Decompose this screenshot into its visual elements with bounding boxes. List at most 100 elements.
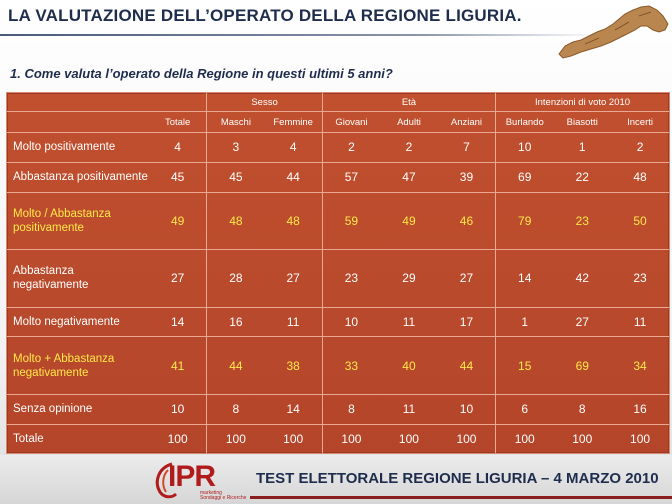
table-cell: 45 [206, 161, 265, 193]
table-row: Abbastanza negativamente 27 28 27 23 29 27 14 42… [7, 249, 669, 308]
table-cell: 16 [611, 393, 669, 425]
table-cell: 11 [264, 306, 323, 337]
table-cell: 1 [495, 306, 554, 337]
table-cell: 16 [206, 306, 265, 337]
table-cell: 2 [321, 132, 381, 163]
table-cell: 33 [321, 336, 381, 395]
table-cell: 34 [611, 336, 669, 395]
row-label: Totale [7, 423, 149, 453]
table-cell: 2 [380, 132, 438, 163]
ipr-logo-subtitle: marketing Sondaggi e Ricerche [200, 491, 246, 501]
footer-bar [0, 455, 672, 504]
group-header-sesso: Sesso [206, 93, 323, 112]
column-header-maschi: Maschi [206, 111, 265, 133]
column-header-femmine: Femmine [273, 116, 313, 128]
group-header-intenzioni: Intenzioni di voto 2010 [495, 93, 669, 112]
table-cell: 100 [380, 423, 438, 453]
header-corner-sub [7, 112, 149, 133]
table-cell: 50 [611, 191, 669, 250]
table-cell: 79 [495, 191, 554, 250]
table-cell: 8 [206, 393, 265, 425]
table-cell: 40 [380, 336, 438, 395]
table-cell: 44 [206, 336, 265, 395]
table-cell: 14 [264, 393, 323, 425]
question-text: 1. Come valuta l’operato della Regione i… [10, 66, 393, 81]
table-cell: 100 [437, 423, 496, 453]
table-cell: 11 [380, 306, 438, 337]
table-cell: 100 [495, 423, 554, 453]
table-cell: 1 [553, 132, 612, 163]
table-cell: 8 [553, 393, 612, 425]
footer-underline [250, 496, 672, 499]
table-cell: 23 [553, 191, 612, 250]
header-spacer-totale [149, 93, 207, 112]
header-corner [7, 93, 149, 112]
table-cell: 49 [149, 191, 207, 250]
column-header-adulti: Adulti [397, 116, 421, 128]
table-row: Molto + Abbastanza negativamente 41 44 38 33… [7, 336, 669, 395]
table-cell: 2 [611, 132, 669, 163]
liguria-map-icon [558, 5, 669, 59]
ipr-logo-swoosh-icon [155, 462, 178, 499]
table-cell: 10 [321, 306, 381, 337]
table-row: Totale 100 100 100 100 100 100 100 100 100 [7, 423, 669, 453]
row-label: Abbastanza positivamente [7, 161, 149, 193]
table-cell: 44 [437, 336, 496, 395]
table-cell: 14 [149, 306, 207, 337]
column-header-totale: Totale [164, 116, 191, 128]
table-cell: 100 [611, 423, 669, 453]
table-cell: 10 [437, 393, 496, 425]
table-row: Abbastanza positivamente 45 45 44 57 47 39 69 22… [7, 161, 669, 193]
row-label: Molto negativamente [7, 306, 149, 337]
column-header-burlando: Burlando [495, 111, 554, 133]
table-cell: 28 [206, 249, 265, 308]
table-cell: 4 [149, 132, 207, 163]
table-cell: 100 [553, 423, 612, 453]
table-cell: 44 [264, 161, 323, 193]
table-row: Molto / Abbastanza positivamente 49 48 48 59… [7, 191, 669, 250]
group-header-eta: Età [321, 93, 496, 112]
page-title: LA VALUTAZIONE DELL’OPERATO DELLA REGION… [8, 6, 522, 25]
row-label: Molto + Abbastanza negativamente [7, 336, 149, 395]
table-row: Molto positivamente 4 3 4 2 2 7 10 1 2 [7, 132, 669, 163]
table-cell: 23 [611, 249, 669, 308]
table-cell: 27 [264, 249, 323, 308]
table-cell: 57 [321, 161, 381, 193]
table-cell: 11 [380, 393, 438, 425]
row-label: Abbastanza negativamente [7, 249, 149, 308]
table-cell: 14 [495, 249, 554, 308]
table-cell: 48 [206, 191, 265, 250]
table-cell: 22 [553, 161, 612, 193]
table-cell: 11 [611, 306, 669, 337]
results-table-panel: Sesso Età Intenzioni di voto 2010 Totale… [6, 92, 670, 454]
table-cell: 47 [380, 161, 438, 193]
table-cell: 10 [149, 393, 207, 425]
column-header-incerti: Incerti [627, 116, 653, 128]
footer-title: TEST ELETTORALE REGIONE LIGURIA – 4 MARZ… [256, 470, 659, 487]
table-cell: 39 [437, 161, 496, 193]
column-header-biasotti: Biasotti [566, 116, 598, 128]
results-table: Sesso Età Intenzioni di voto 2010 Totale… [7, 93, 669, 453]
table-cell: 100 [321, 423, 381, 453]
table-cell: 48 [264, 191, 323, 250]
ipr-logo-sub-line-1: marketing [200, 490, 222, 496]
table-cell: 69 [553, 336, 612, 395]
table-cell: 10 [495, 132, 554, 163]
table-cell: 27 [437, 249, 496, 308]
table-cell: 69 [495, 161, 554, 193]
table-cell: 45 [149, 161, 207, 193]
table-cell: 27 [553, 306, 612, 337]
table-row: Molto negativamente 14 16 11 10 11 17 1 27 11 [7, 306, 669, 337]
title-divider [0, 34, 600, 36]
table-cell: 6 [495, 393, 554, 425]
table-cell: 4 [264, 132, 323, 163]
ipr-logo-sub-line-2: Sondaggi e Ricerche [200, 495, 247, 501]
row-label: Molto / Abbastanza positivamente [7, 191, 149, 250]
table-cell: 27 [149, 249, 207, 308]
table-cell: 3 [206, 132, 265, 163]
table-cell: 38 [264, 336, 323, 395]
column-header-anziani: Anziani [450, 116, 483, 128]
ipr-logo-text: IPR [168, 460, 216, 493]
table-cell: 41 [149, 336, 207, 395]
table-cell: 23 [321, 249, 381, 308]
